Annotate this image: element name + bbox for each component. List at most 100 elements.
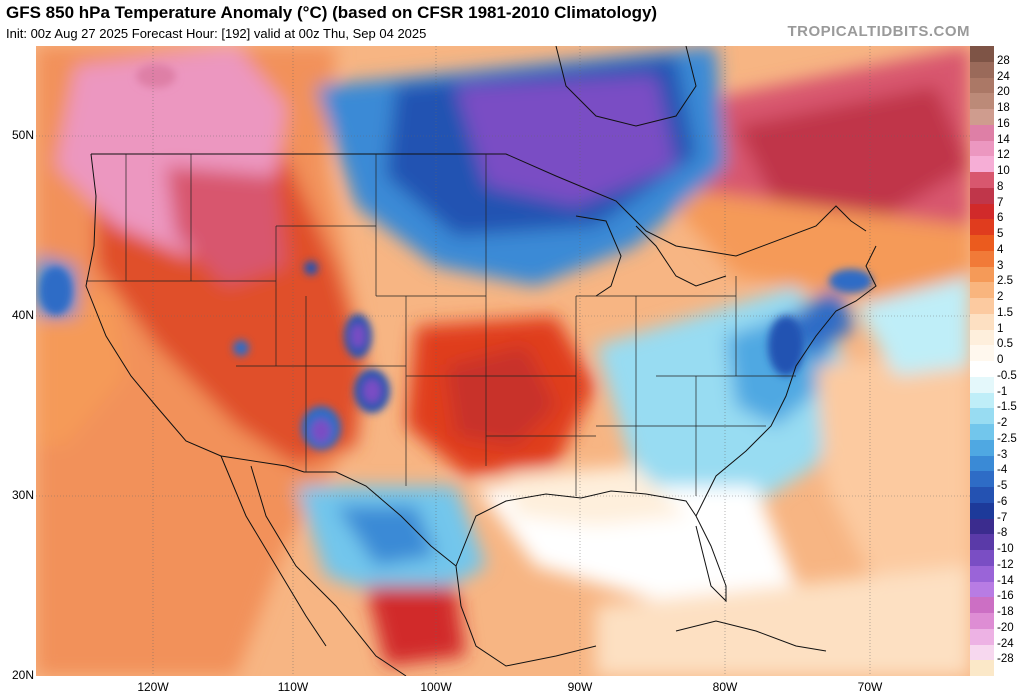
legend-label: -2 — [997, 417, 1008, 430]
legend-label: -6 — [997, 495, 1008, 508]
legend-label: 4 — [997, 243, 1004, 256]
legend-swatch — [970, 392, 994, 409]
legend-label: 28 — [997, 54, 1010, 67]
legend-swatch — [970, 534, 994, 550]
legend-item: -5 — [970, 480, 1024, 503]
legend-item: 1 — [970, 323, 1024, 346]
legend-swatch — [970, 298, 994, 314]
legend-item: -14 — [970, 575, 1024, 598]
legend-swatch — [970, 77, 994, 94]
legend-item: 20 — [970, 86, 1024, 109]
legend-item: -1.5 — [970, 401, 1024, 424]
legend-swatch — [970, 644, 994, 661]
legend-label: 0 — [997, 354, 1004, 367]
legend-swatch — [970, 109, 994, 125]
legend-item: -3 — [970, 449, 1024, 472]
legend-item: 24 — [970, 71, 1024, 94]
legend-swatch — [970, 219, 994, 235]
anomaly-map — [36, 46, 970, 676]
legend-label: 0.5 — [997, 338, 1013, 351]
legend-item: 4 — [970, 244, 1024, 267]
legend-label: 18 — [997, 102, 1010, 115]
lat-label-20n: 20N — [11, 668, 34, 682]
legend-label: 7 — [997, 196, 1004, 209]
legend-label: 1 — [997, 322, 1004, 335]
legend-label: 5 — [997, 228, 1004, 241]
legend-swatch — [970, 581, 994, 598]
legend-label: -1 — [997, 385, 1008, 398]
legend-label: 3 — [997, 259, 1004, 272]
legend-item: 6 — [970, 212, 1024, 235]
legend-item: -10 — [970, 543, 1024, 566]
legend-swatch — [970, 313, 994, 330]
legend-label: -1.5 — [997, 401, 1017, 414]
legend-swatch — [970, 502, 994, 519]
legend-label: 20 — [997, 86, 1010, 99]
color-legend: 28 24 20 18 16 14 12 10 8 7 6 5 4 3 2.5 2 1.5 1 0.5 0 -0.5 -1… — [970, 46, 1024, 676]
legend-item: 12 — [970, 149, 1024, 172]
legend-item: 14 — [970, 134, 1024, 157]
legend-label: 2.5 — [997, 275, 1013, 288]
legend-swatch — [970, 140, 994, 157]
legend-swatch — [970, 329, 994, 346]
legend-label: -20 — [997, 621, 1014, 634]
legend-item: 16 — [970, 118, 1024, 141]
lat-label-30n: 30N — [11, 488, 34, 502]
legend-swatch — [970, 518, 994, 535]
legend-swatch — [970, 172, 994, 188]
legend-label: 14 — [997, 133, 1010, 146]
lat-label-40n: 40N — [11, 308, 34, 322]
legend-label: -7 — [997, 511, 1008, 524]
legend-item: -28 — [970, 653, 1024, 676]
lon-label-120w: 120W — [137, 680, 169, 694]
lon-label-70w: 70W — [857, 680, 883, 694]
legend-item: -4 — [970, 464, 1024, 487]
legend-cap-swatch — [970, 46, 994, 62]
legend-item: -16 — [970, 590, 1024, 613]
header: GFS 850 hPa Temperature Anomaly (°C) (ba… — [0, 0, 1024, 46]
legend-swatch — [970, 203, 994, 220]
legend-swatch — [970, 124, 994, 141]
legend-swatch — [970, 361, 994, 377]
map-title: GFS 850 hPa Temperature Anomaly (°C) (ba… — [6, 3, 658, 22]
legend-swatch — [970, 61, 994, 78]
source-watermark: TROPICALTIDBITS.COM — [787, 23, 970, 40]
legend-swatch — [970, 282, 994, 298]
legend-label: -28 — [997, 653, 1014, 666]
legend-item: -24 — [970, 638, 1024, 661]
legend-swatch — [970, 376, 994, 393]
legend-label: -2.5 — [997, 432, 1017, 445]
legend-swatch — [970, 487, 994, 503]
legend-swatch — [970, 660, 994, 676]
legend-swatch — [970, 597, 994, 613]
legend-item: 1.5 — [970, 307, 1024, 330]
anomaly-map-canvas — [36, 46, 970, 676]
legend-swatch — [970, 408, 994, 424]
legend-item: 3 — [970, 260, 1024, 283]
legend-label: 1.5 — [997, 306, 1013, 319]
legend-item: 2.5 — [970, 275, 1024, 298]
legend-swatch — [970, 439, 994, 456]
lon-label-80w: 80W — [712, 680, 738, 694]
legend-label: -10 — [997, 543, 1014, 556]
lon-label-90w: 90W — [567, 680, 593, 694]
legend-label: -18 — [997, 606, 1014, 619]
legend-label: -16 — [997, 590, 1014, 603]
legend-item: -12 — [970, 559, 1024, 582]
state-lines — [86, 154, 796, 496]
legend-swatch — [970, 345, 994, 361]
legend-swatch — [970, 187, 994, 204]
legend-item: 28 — [970, 55, 1024, 78]
legend-item: -7 — [970, 512, 1024, 535]
legend-label: -0.5 — [997, 369, 1017, 382]
anomaly-field — [36, 46, 970, 676]
legend-swatch — [970, 266, 994, 283]
legend-item: 7 — [970, 197, 1024, 220]
legend-item: -2 — [970, 417, 1024, 440]
legend-item: 18 — [970, 102, 1024, 125]
lat-lon-grid — [36, 46, 970, 676]
legend-label: -3 — [997, 448, 1008, 461]
legend-swatch — [970, 613, 994, 629]
legend-label: -24 — [997, 637, 1014, 650]
legend-item: -0.5 — [970, 370, 1024, 393]
